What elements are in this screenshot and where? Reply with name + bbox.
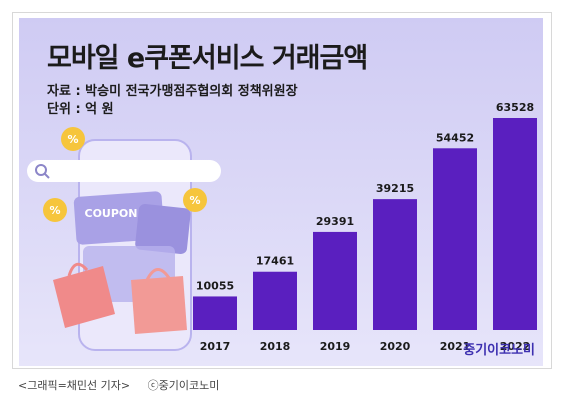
- value-label-2022: 63528: [496, 101, 534, 114]
- x-tick-label-2018: 2018: [260, 340, 291, 353]
- bar-2017: [193, 296, 237, 330]
- value-label-2021: 54452: [436, 131, 474, 144]
- unit-note: 단위 : 억 원: [47, 102, 114, 117]
- coupon-phone-illustration: COUPON % % %: [27, 127, 221, 351]
- value-label-2017: 10055: [196, 279, 234, 292]
- value-label-2019: 29391: [316, 215, 354, 228]
- caption-credit: <그래픽=채민선 기자>: [18, 379, 131, 392]
- x-tick-label-2021: 2021: [440, 340, 471, 353]
- coupon-ticket-back: [135, 203, 191, 254]
- svg-text:%: %: [49, 204, 60, 217]
- svg-text:%: %: [67, 133, 78, 146]
- source-note: 자료 : 박승미 전국가맹점주협의회 정책위원장: [47, 84, 298, 99]
- svg-text:%: %: [189, 194, 200, 207]
- chart-title: 모바일 e쿠폰서비스 거래금액: [47, 43, 368, 74]
- image-caption: <그래픽=채민선 기자> ⓒ중기이코노미: [18, 377, 233, 393]
- coin-icon: [183, 188, 207, 212]
- coin-icon: [43, 198, 67, 222]
- publisher-logo: 중기이코노미: [463, 343, 535, 358]
- caption-copyright: ⓒ중기이코노미: [147, 379, 220, 392]
- bar-2021: [433, 148, 477, 330]
- bar-2018: [253, 271, 297, 330]
- x-tick-label-2017: 2017: [200, 340, 231, 353]
- coin-icon: [61, 127, 85, 151]
- bar-2020: [373, 199, 417, 330]
- search-bar-illustration: [27, 160, 221, 182]
- value-label-2020: 39215: [376, 182, 414, 195]
- x-tick-label-2022: 2022: [500, 340, 531, 353]
- search-icon: [35, 164, 47, 176]
- x-tick-label-2020: 2020: [380, 340, 411, 353]
- shopping-bag-icon: [53, 266, 115, 328]
- shopping-bag-icon: [131, 276, 187, 334]
- coupon-text: COUPON: [85, 207, 138, 220]
- bar-2022: [493, 118, 537, 330]
- bar-chart: 10055 2017 17461 2018 29391 2019 39215 2020 5445…: [193, 101, 537, 353]
- value-label-2018: 17461: [256, 255, 294, 268]
- bar-2019: [313, 231, 357, 330]
- x-tick-label-2019: 2019: [320, 340, 351, 353]
- infographic-panel: COUPON % % % 모바일 e쿠폰서비스 거래금액 자료 : 박승미 전국…: [19, 18, 543, 366]
